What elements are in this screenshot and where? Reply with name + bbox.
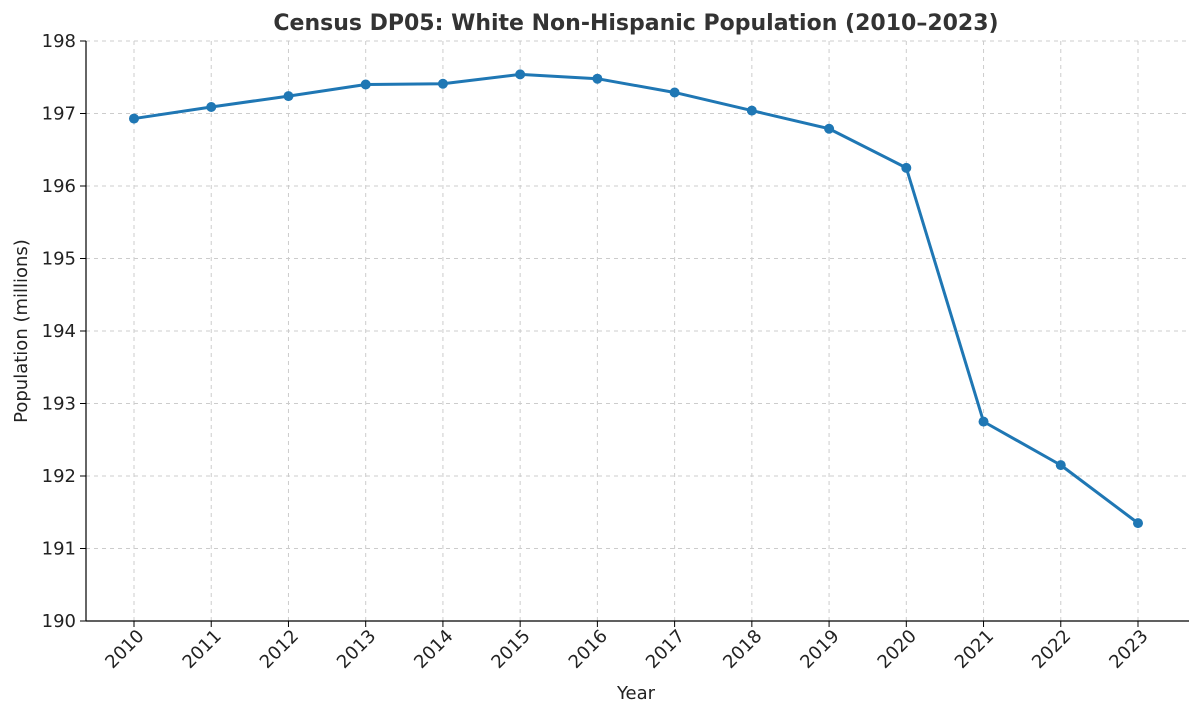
y-tick-label: 196 xyxy=(42,176,76,197)
x-tick-label: 2019 xyxy=(796,626,843,673)
data-point xyxy=(437,78,448,89)
data-point xyxy=(129,113,139,124)
x-tick-label: 2011 xyxy=(179,626,226,673)
series-layer xyxy=(129,69,1143,529)
y-tick-label: 190 xyxy=(42,611,76,632)
x-tick-label: 2015 xyxy=(487,626,534,673)
x-axis-label: Year xyxy=(616,683,656,704)
x-tick-label: 2014 xyxy=(410,626,457,673)
y-tick-label: 191 xyxy=(42,539,76,560)
data-point xyxy=(515,69,526,80)
y-tick-label: 194 xyxy=(42,321,76,342)
axes: 190 191 192 193 194 195 196 197 198 2010 2011 2012 2… xyxy=(42,31,1189,673)
y-axis-label: Population (millions) xyxy=(11,239,32,423)
x-tick-label: 2016 xyxy=(565,626,612,673)
x-tick-label: 2023 xyxy=(1105,626,1152,673)
data-point xyxy=(360,79,371,90)
x-tick-label: 2013 xyxy=(333,626,380,673)
data-point xyxy=(669,87,680,98)
x-tick-label: 2020 xyxy=(874,626,921,673)
data-point xyxy=(283,91,294,102)
y-tick-label: 195 xyxy=(42,249,76,270)
data-point xyxy=(1055,460,1066,471)
data-point xyxy=(206,101,217,112)
y-tick-label: 192 xyxy=(42,466,76,487)
x-tick-label: 2022 xyxy=(1028,626,1075,673)
grid xyxy=(86,40,1189,622)
x-tick-label: 2010 xyxy=(101,626,148,673)
y-tick-label: 197 xyxy=(42,104,76,125)
data-point xyxy=(746,105,757,116)
y-tick-label: 198 xyxy=(42,31,76,52)
x-tick-label: 2018 xyxy=(719,626,766,673)
y-tick-label: 193 xyxy=(42,394,76,415)
x-tick-label: 2012 xyxy=(256,626,303,673)
series-line xyxy=(133,72,1139,525)
data-point xyxy=(901,162,912,173)
x-tick-label: 2017 xyxy=(642,626,689,673)
data-point xyxy=(978,416,989,427)
data-point xyxy=(1133,518,1143,529)
data-point xyxy=(592,73,603,84)
x-tick-label: 2021 xyxy=(951,626,998,673)
chart-title: Census DP05: White Non-Hispanic Populati… xyxy=(273,11,998,36)
data-point xyxy=(824,123,835,134)
